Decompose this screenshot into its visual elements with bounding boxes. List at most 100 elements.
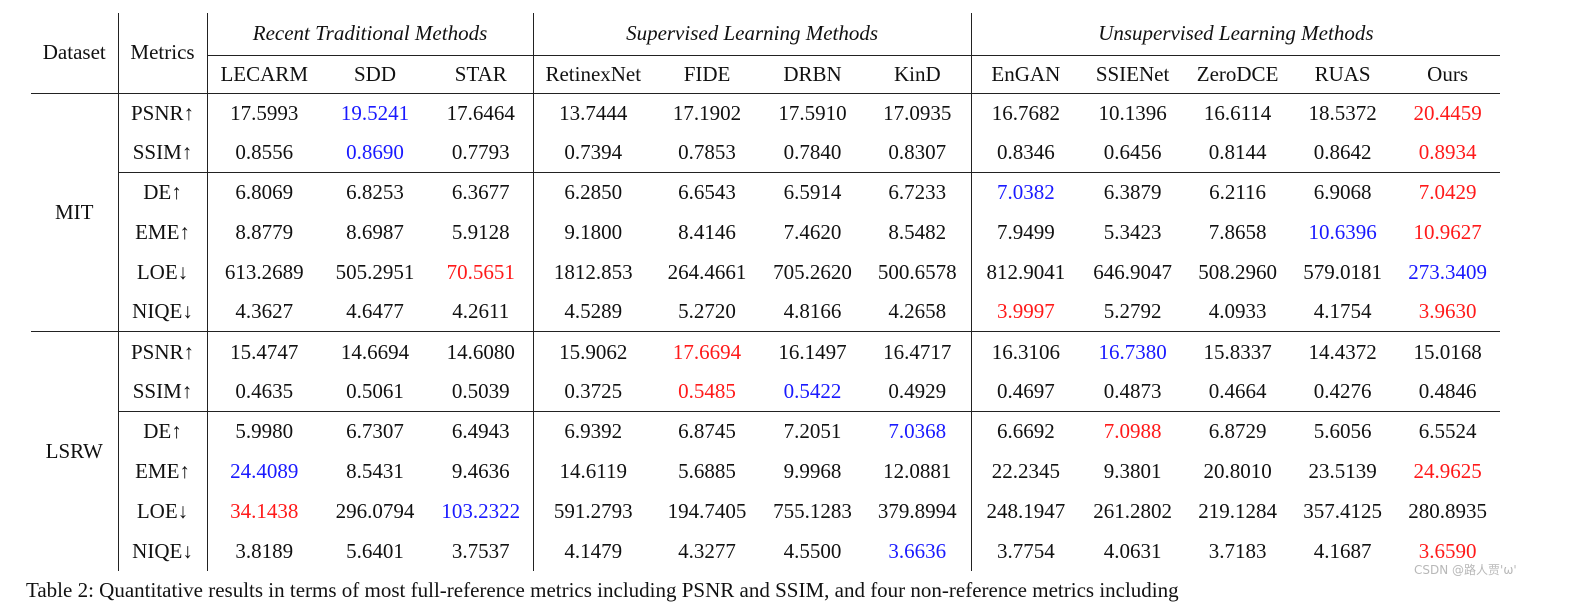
- value-cell: 1812.853: [532, 252, 654, 293]
- value-cell: 9.3801: [1103, 458, 1162, 483]
- value-cell: 613.2689: [206, 252, 321, 293]
- value-cell: 17.5910: [761, 92, 865, 133]
- value-cell: 591.2793: [532, 491, 654, 532]
- value-cell: 0.4873: [1103, 378, 1162, 403]
- value-cell: 0.4929: [888, 378, 947, 403]
- value-cell: 16.1497: [761, 331, 865, 372]
- results-table: Dataset Metrics Recent Traditional Metho…: [31, 13, 1501, 571]
- value-cell: 6.8253: [321, 172, 429, 213]
- value-cell: 280.8935: [1408, 498, 1487, 523]
- value-cell: 500.6578: [877, 259, 957, 284]
- value-cell: 0.8690: [346, 139, 404, 164]
- value-cell: 5.6056: [1290, 411, 1396, 452]
- value-cell: 5.9980: [206, 411, 321, 452]
- value-cell: 6.9392: [532, 411, 654, 452]
- method-header-engan: EnGAN: [970, 55, 1081, 93]
- value-cell: 15.9062: [532, 331, 654, 372]
- method-header-fide: FIDE: [683, 61, 731, 86]
- value-cell: 508.2960: [1198, 259, 1277, 284]
- value-cell: 3.7537: [451, 538, 510, 563]
- value-cell: 16.7682: [970, 92, 1081, 133]
- value-cell: 16.6114: [1185, 92, 1291, 133]
- value-cell: 0.5039: [451, 378, 510, 403]
- value-cell: 0.8934: [1418, 139, 1477, 164]
- value-cell: 6.4943: [429, 411, 534, 452]
- value-cell: 5.6885: [678, 458, 736, 483]
- metric-label: DE↑: [117, 172, 207, 213]
- value-cell: 17.6694: [653, 331, 762, 372]
- method-header-retinexnet: RetinexNet: [532, 55, 654, 93]
- value-cell: 7.0988: [1080, 411, 1186, 452]
- value-cell: 7.2051: [761, 411, 865, 452]
- value-cell: 14.4372: [1290, 331, 1396, 372]
- metric-label: PSNR↑: [117, 331, 207, 372]
- value-cell: 646.9047: [1093, 259, 1172, 284]
- value-cell: 9.1800: [532, 212, 654, 253]
- value-cell: 6.3879: [1080, 172, 1186, 213]
- value-cell: 10.6396: [1308, 219, 1377, 244]
- value-cell: 7.8658: [1208, 219, 1267, 244]
- value-cell: 15.0168: [1395, 331, 1501, 372]
- value-cell: 22.2345: [970, 451, 1081, 492]
- value-cell: 6.3677: [429, 172, 534, 213]
- value-cell: 0.5422: [783, 378, 842, 403]
- value-cell: 6.5524: [1395, 411, 1501, 452]
- value-cell: 6.2116: [1185, 172, 1291, 213]
- group-header-traditional: Recent Traditional Methods: [206, 13, 534, 56]
- metric-label: EME↑: [117, 451, 207, 492]
- value-cell: 4.5289: [532, 292, 654, 332]
- value-cell: 6.2850: [532, 172, 654, 213]
- value-cell: 23.5139: [1308, 458, 1377, 483]
- value-cell: 0.7394: [532, 132, 654, 173]
- value-cell: 6.7307: [321, 411, 429, 452]
- method-header-drbn: DRBN: [783, 61, 842, 86]
- value-cell: 6.8729: [1185, 411, 1291, 452]
- dataset-header: Dataset: [42, 40, 106, 65]
- value-cell: 3.9997: [970, 292, 1081, 332]
- value-cell: 24.4089: [206, 451, 321, 492]
- value-cell: 17.1902: [653, 92, 762, 133]
- value-cell: 8.5431: [346, 458, 404, 483]
- value-cell: 5.6401: [346, 538, 404, 563]
- group-header-supervised: Supervised Learning Methods: [532, 13, 972, 56]
- value-cell: 5.3423: [1103, 219, 1162, 244]
- value-cell: 6.8069: [206, 172, 321, 213]
- table-row: LOE↓ 34.1438 296.0794 103.2322 591.2793 194.7…: [31, 491, 1500, 532]
- value-cell: 20.8010: [1203, 458, 1272, 483]
- value-cell: 0.4664: [1208, 378, 1267, 403]
- value-cell: 19.5241: [321, 92, 429, 133]
- value-cell: 7.9499: [970, 212, 1081, 253]
- metrics-header: Metrics: [117, 13, 207, 93]
- metric-label: PSNR↑: [117, 92, 207, 133]
- value-cell: 8.4146: [678, 219, 736, 244]
- value-cell: 296.0794: [335, 498, 415, 523]
- watermark: CSDN @路人贾'ω': [1414, 563, 1517, 577]
- method-header-ruas: RUAS: [1314, 61, 1371, 86]
- value-cell: 7.0368: [864, 411, 972, 452]
- value-cell: 0.4635: [206, 371, 321, 412]
- value-cell: 0.8642: [1313, 139, 1372, 164]
- value-cell: 0.4697: [970, 371, 1081, 412]
- value-cell: 10.9627: [1413, 219, 1482, 244]
- method-header-lecarm: LECARM: [206, 55, 321, 93]
- value-cell: 755.1283: [773, 498, 852, 523]
- value-cell: 273.3409: [1408, 259, 1487, 284]
- value-cell: 14.6119: [532, 451, 654, 492]
- value-cell: 8.5482: [888, 219, 947, 244]
- value-cell: 34.1438: [206, 491, 321, 532]
- table-row: DE↑ 6.8069 6.8253 6.3677 6.2850 6.6543 6.5914 6…: [31, 172, 1501, 213]
- value-cell: 16.3106: [970, 331, 1081, 372]
- metric-label: NIQE↓: [117, 292, 207, 332]
- value-cell: 0.4846: [1418, 378, 1477, 403]
- value-cell: 0.4276: [1313, 378, 1372, 403]
- value-cell: 4.8166: [783, 299, 842, 324]
- method-header-sdd: SDD: [353, 61, 396, 86]
- value-cell: 17.5993: [206, 92, 321, 133]
- table-row: SSIM↑ 0.8556 0.8690 0.7793 0.7394 0.7853 0.784…: [31, 132, 1500, 173]
- value-cell: 194.7405: [667, 498, 747, 523]
- value-cell: 4.1754: [1313, 299, 1372, 324]
- value-cell: 4.2658: [888, 299, 947, 324]
- metric-label: LOE↓: [117, 252, 207, 293]
- value-cell: 0.8556: [206, 132, 321, 173]
- value-cell: 219.1284: [1198, 498, 1277, 523]
